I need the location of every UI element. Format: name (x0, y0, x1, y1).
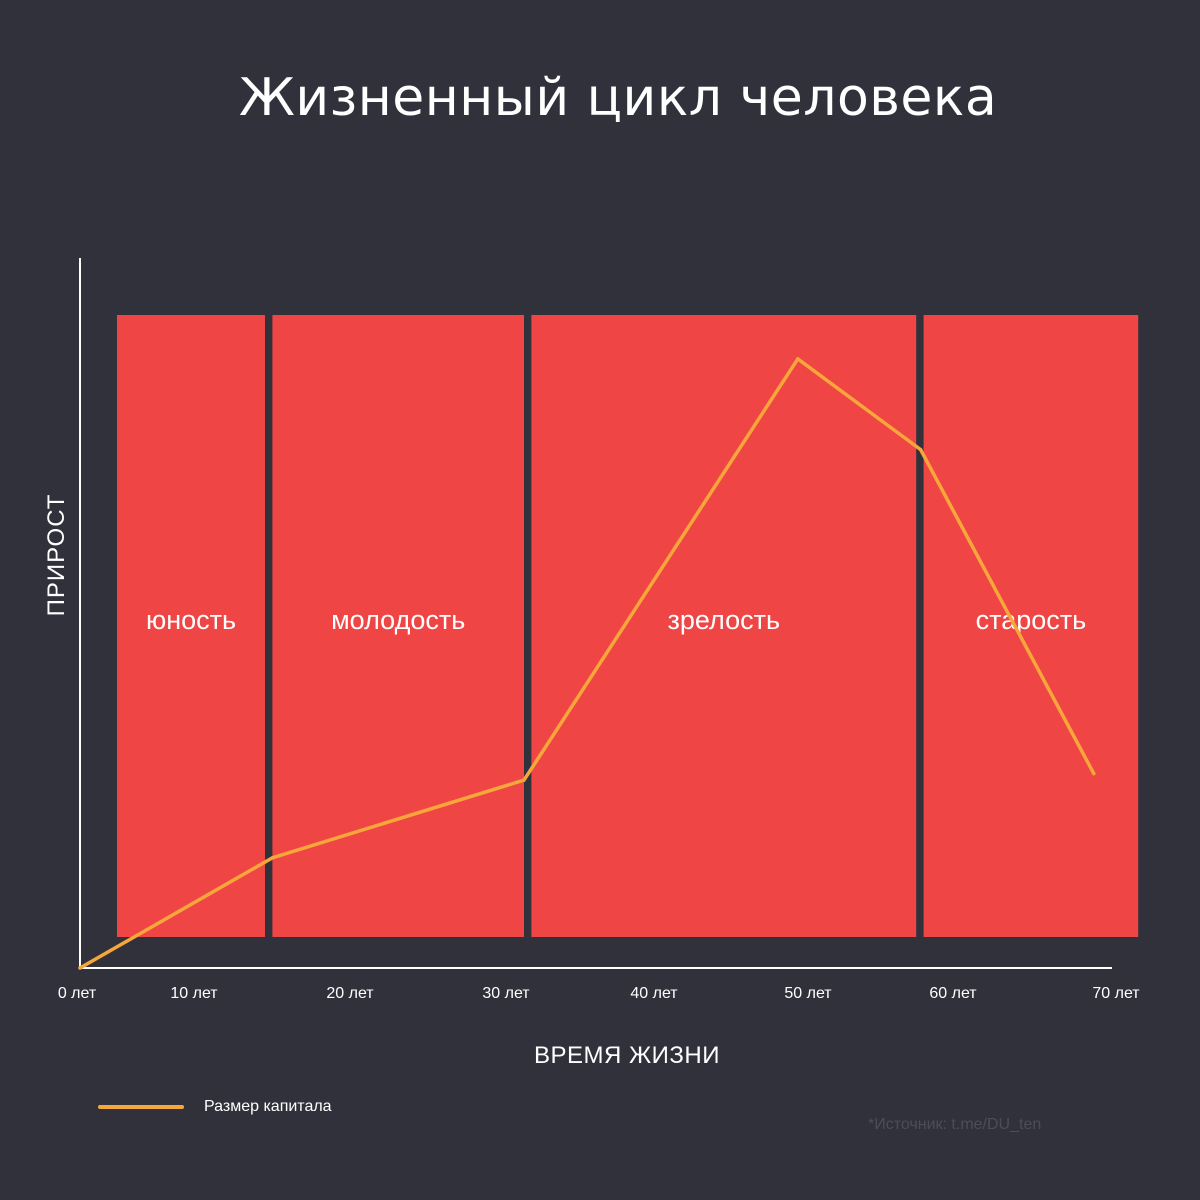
data-point (522, 778, 526, 782)
period-label: юность (146, 605, 236, 635)
x-tick-label: 60 лет (929, 985, 977, 1002)
data-point (270, 856, 275, 860)
legend-line-swatch (98, 1105, 184, 1109)
period-band-0: юность (117, 315, 265, 937)
x-tick-label: 30 лет (482, 985, 530, 1002)
data-point (796, 357, 800, 361)
data-point (1092, 771, 1096, 776)
source-note: *Источник: t.me/DU_ten (868, 1116, 1042, 1133)
chart-title: Жизненный цикл человека (238, 68, 998, 128)
period-band-3: старость (923, 315, 1139, 937)
period-rect (531, 315, 917, 937)
axes (79, 258, 1112, 969)
x-tick-label: 40 лет (630, 985, 678, 1002)
x-tick-label: 0 лет (58, 985, 97, 1002)
series-line-capital (78, 357, 1096, 970)
series-layer (78, 357, 1096, 970)
period-label: молодость (331, 605, 465, 635)
x-tick-label: 70 лет (1092, 985, 1140, 1002)
data-point (78, 966, 82, 970)
y-axis-label: ПРИРОСТ (43, 493, 70, 617)
x-tick-label: 50 лет (784, 985, 832, 1002)
period-rect (923, 315, 1139, 937)
period-bands: юность молодость зрелость старость (117, 315, 1139, 937)
x-tick-labels: 0 лет 10 лет 20 лет 30 лет 40 лет 50 лет 60 ле… (58, 985, 1140, 1002)
period-band-1: молодость (272, 315, 524, 937)
period-rect (117, 315, 265, 937)
period-band-2: зрелость (531, 315, 917, 937)
legend: Размер капитала (98, 1094, 332, 1120)
data-point (918, 447, 923, 452)
x-axis-label: ВРЕМЯ ЖИЗНИ (533, 1042, 721, 1069)
period-label: зрелость (668, 605, 781, 635)
legend-label: Размер капитала (204, 1098, 332, 1115)
period-rect (272, 315, 524, 937)
period-label: старость (976, 605, 1087, 635)
x-tick-label: 10 лет (170, 985, 218, 1002)
x-tick-label: 20 лет (326, 985, 374, 1002)
